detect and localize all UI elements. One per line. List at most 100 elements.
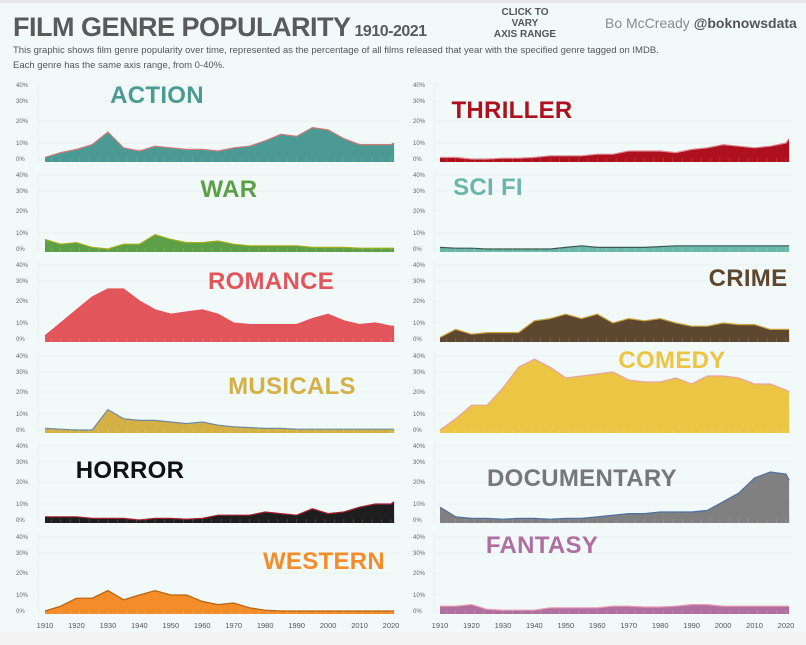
- x-tick-label: 1910: [37, 621, 54, 630]
- y-tick-label: 20%: [413, 480, 426, 486]
- genre-label: FANTASY: [485, 532, 599, 559]
- genre-label: HORROR: [75, 457, 185, 484]
- area-documentary: [440, 472, 790, 523]
- y-tick-label: 40%: [16, 173, 29, 179]
- y-tick-label: 40%: [413, 444, 426, 450]
- x-tick-label: 1950: [557, 621, 574, 630]
- y-tick-label: 40%: [413, 83, 426, 89]
- y-tick-label: 0%: [16, 609, 25, 615]
- y-tick-label: 0%: [413, 428, 422, 434]
- genre-label: ACTION: [110, 82, 204, 109]
- x-tick-label: 1970: [620, 621, 637, 630]
- genre-label: WESTERN: [262, 548, 386, 575]
- line-fantasy: [440, 603, 790, 611]
- line-comedy: [439, 358, 790, 431]
- x-tick-label: 1910: [432, 621, 449, 630]
- y-tick-label: 20%: [16, 571, 29, 577]
- area-sci-fi: [440, 245, 790, 252]
- y-tick-label: 0%: [413, 609, 422, 615]
- y-tick-label: 30%: [16, 99, 29, 105]
- y-tick-label: 20%: [16, 390, 29, 396]
- y-tick-label: 0%: [413, 337, 422, 343]
- area-horror: [45, 501, 395, 523]
- y-tick-label: 20%: [413, 299, 426, 305]
- y-tick-label: 30%: [16, 551, 29, 557]
- x-tick-label: 1990: [683, 621, 700, 630]
- area-thriller: [440, 138, 790, 162]
- x-tick-label: 1950: [162, 621, 179, 630]
- y-tick-label: 10%: [413, 231, 426, 237]
- line-romance: [44, 288, 395, 337]
- area-western: [45, 590, 395, 614]
- y-tick-label: 30%: [413, 279, 426, 285]
- y-tick-label: 0%: [413, 247, 422, 253]
- click-line: AXIS RANGE: [493, 29, 557, 40]
- x-tick-label: 2000: [320, 621, 337, 630]
- x-tick-label: 1960: [194, 621, 211, 630]
- y-tick-label: 30%: [16, 460, 29, 466]
- area-fantasy: [440, 604, 790, 614]
- y-tick-label: 0%: [16, 337, 25, 343]
- area-comedy: [440, 359, 790, 433]
- line-musicals: [44, 408, 395, 431]
- y-tick-label: 10%: [413, 593, 426, 599]
- y-tick-label: 20%: [413, 209, 426, 215]
- y-tick-label: 30%: [413, 370, 426, 376]
- line-documentary: [439, 471, 790, 520]
- x-tick-label: 1930: [495, 621, 512, 630]
- x-tick-label: 1920: [463, 621, 480, 630]
- area-musicals: [45, 409, 395, 433]
- x-tick-label: 1930: [100, 621, 117, 630]
- line-war: [44, 233, 395, 250]
- line-thriller: [440, 138, 790, 160]
- x-tick-label: 1980: [257, 621, 274, 630]
- y-tick-label: 40%: [16, 354, 29, 360]
- vary-axis-range-button[interactable]: CLICK TO VARY AXIS RANGE: [490, 7, 560, 40]
- x-tick-label: 1980: [652, 621, 669, 630]
- y-tick-label: 10%: [16, 141, 29, 147]
- description-line-2: Each genre has the same axis range, from…: [13, 60, 225, 71]
- y-tick-label: 20%: [413, 390, 426, 396]
- title-text: FILM GENRE POPULARITY: [13, 12, 351, 42]
- y-tick-label: 10%: [413, 321, 426, 327]
- line-crime: [439, 313, 790, 338]
- genre-label: COMEDY: [618, 347, 726, 374]
- y-tick-label: 10%: [16, 231, 29, 237]
- footer-bar: [0, 632, 806, 645]
- y-tick-label: 30%: [16, 370, 29, 376]
- y-tick-label: 0%: [413, 157, 422, 163]
- genre-label: SCI FI: [453, 174, 523, 201]
- y-tick-label: 30%: [413, 189, 426, 195]
- x-tick-label: 1990: [288, 621, 305, 630]
- x-tick-label: 2010: [351, 621, 368, 630]
- y-tick-label: 20%: [16, 299, 29, 305]
- x-tick-label: 1940: [131, 621, 148, 630]
- x-tick-label: 1940: [526, 621, 543, 630]
- title-years: 1910-2021: [354, 23, 428, 40]
- y-tick-label: 20%: [413, 119, 426, 125]
- y-tick-label: 40%: [413, 535, 426, 541]
- y-tick-label: 30%: [413, 551, 426, 557]
- y-tick-label: 10%: [413, 502, 426, 508]
- y-tick-label: 40%: [16, 83, 29, 89]
- area-war: [45, 234, 395, 252]
- line-horror: [45, 501, 395, 521]
- y-tick-label: 10%: [16, 502, 29, 508]
- y-tick-label: 10%: [413, 412, 426, 418]
- x-tick-label: 2020: [383, 621, 400, 630]
- genre-label: MUSICALS: [228, 373, 356, 400]
- y-tick-label: 40%: [413, 263, 426, 269]
- y-tick-label: 0%: [16, 157, 25, 163]
- y-tick-label: 30%: [16, 189, 29, 195]
- x-tick-label: 1970: [225, 621, 242, 630]
- x-tick-label: 1960: [589, 621, 606, 630]
- genre-label: WAR: [200, 176, 258, 203]
- top-border: [0, 0, 806, 3]
- y-tick-label: 0%: [413, 518, 422, 524]
- x-tick-label: 1920: [68, 621, 85, 630]
- y-tick-label: 40%: [16, 263, 29, 269]
- y-tick-label: 0%: [16, 518, 25, 524]
- line-western: [44, 589, 395, 612]
- line-action: [44, 126, 395, 158]
